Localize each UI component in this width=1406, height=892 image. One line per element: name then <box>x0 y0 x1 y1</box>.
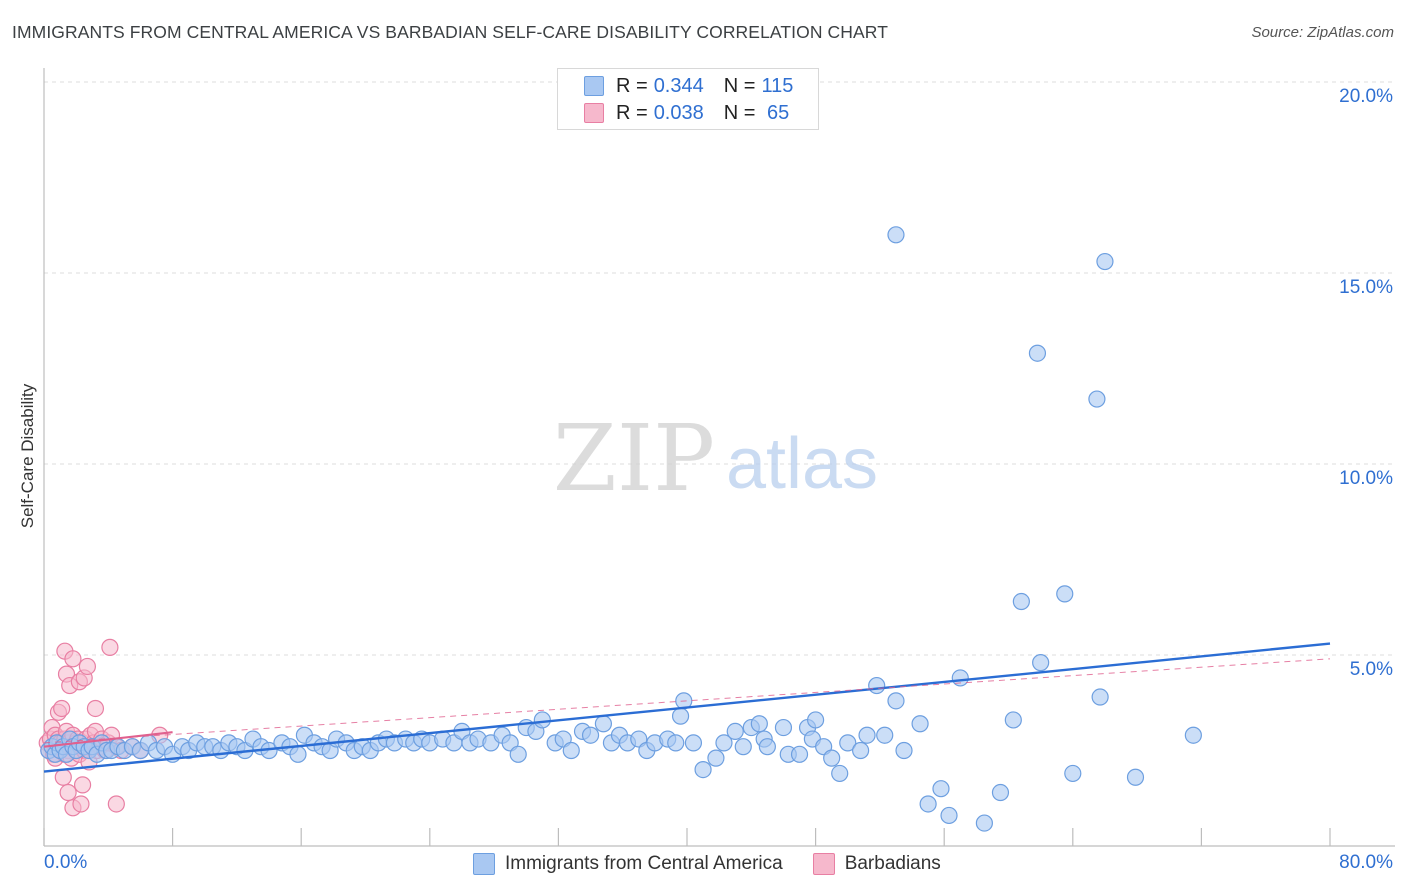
point-central-america <box>975 814 993 832</box>
point-barbadians <box>54 768 72 786</box>
grid-lines <box>44 81 1395 656</box>
point-central-america <box>715 734 733 752</box>
legend-r-label: R = <box>616 101 648 124</box>
chart-source: Source: ZipAtlas.com <box>1251 24 1394 41</box>
point-central-america <box>1012 592 1030 611</box>
point-central-america <box>1091 688 1109 706</box>
y-tick-20: 20.0% <box>1339 86 1393 107</box>
point-central-america <box>562 741 580 760</box>
legend-row-barbadians: R = 0.038 N = 65 <box>584 100 789 126</box>
point-central-america <box>758 738 776 756</box>
point-barbadians <box>73 776 92 794</box>
point-central-america <box>1126 768 1145 786</box>
point-central-america <box>533 711 551 729</box>
series-legend: Immigrants from Central America Barbadia… <box>473 850 971 878</box>
point-central-america <box>887 692 905 710</box>
legend-label-central-america: Immigrants from Central America <box>505 853 783 874</box>
trend-line-barbadians-dashed <box>43 658 1331 744</box>
legend-r-value: 0.038 <box>653 101 704 124</box>
point-central-america <box>684 734 703 752</box>
point-central-america <box>858 726 876 744</box>
point-central-america <box>823 749 841 767</box>
barbadians-points <box>38 638 169 817</box>
point-central-america <box>868 676 886 695</box>
point-central-america <box>831 764 849 783</box>
chart-title: IMMIGRANTS FROM CENTRAL AMERICA VS BARBA… <box>12 22 888 42</box>
trend-lines <box>43 642 1331 773</box>
point-central-america <box>940 806 958 825</box>
point-central-america <box>1056 585 1074 603</box>
legend-item-central-america: Immigrants from Central America <box>473 853 783 875</box>
y-tick-5: 5.0% <box>1349 659 1393 680</box>
legend-swatch-blue <box>473 853 495 875</box>
point-central-america <box>774 718 793 737</box>
trend-line-central-america <box>43 642 1331 773</box>
point-central-america <box>750 715 768 733</box>
point-central-america <box>1032 654 1050 672</box>
point-central-america <box>790 745 809 763</box>
point-barbadians <box>101 638 119 656</box>
legend-n-value: 115 <box>761 74 794 97</box>
point-central-america <box>667 734 685 752</box>
point-central-america <box>991 783 1010 802</box>
point-central-america <box>951 669 969 687</box>
point-central-america <box>581 726 600 744</box>
correlation-legend: R = 0.344 N = 115 R = 0.038 N = 65 <box>557 68 819 130</box>
axes <box>43 68 1395 847</box>
point-central-america <box>852 741 870 760</box>
legend-swatch-blue <box>584 76 604 96</box>
point-central-america <box>911 715 929 733</box>
point-central-america <box>1184 726 1202 744</box>
x-tick-max: 80.0% <box>1339 852 1393 873</box>
point-central-america <box>671 707 690 725</box>
point-central-america <box>594 715 613 733</box>
point-barbadians <box>53 699 71 718</box>
legend-swatch-pink <box>812 853 835 875</box>
point-barbadians <box>107 795 125 813</box>
point-central-america <box>509 745 527 763</box>
point-barbadians <box>64 650 82 668</box>
point-central-america <box>887 226 905 244</box>
point-central-america <box>806 711 825 729</box>
legend-r-value: 0.344 <box>653 74 704 97</box>
point-barbadians <box>86 699 105 718</box>
point-central-america <box>1028 344 1047 362</box>
legend-r-label: R = <box>616 74 648 97</box>
legend-label-barbadians: Barbadians <box>844 853 941 874</box>
point-central-america <box>895 741 913 760</box>
point-central-america <box>1004 711 1022 729</box>
y-tick-15: 15.0% <box>1339 277 1393 298</box>
watermark-zip: ZIP <box>553 405 715 512</box>
legend-swatch-pink <box>584 103 604 123</box>
legend-n-label: N = <box>723 101 756 124</box>
point-central-america <box>1088 390 1106 408</box>
point-central-america <box>289 745 307 763</box>
point-central-america <box>932 780 950 798</box>
trend-line-barbadians <box>43 731 173 748</box>
point-central-america <box>734 738 752 756</box>
point-central-america <box>1064 764 1082 783</box>
point-central-america <box>839 734 857 752</box>
point-barbadians <box>72 795 90 813</box>
legend-n-value: 65 <box>761 101 790 124</box>
watermark-atlas: atlas <box>726 424 878 504</box>
point-central-america <box>919 795 937 813</box>
y-tick-10: 10.0% <box>1339 468 1393 489</box>
point-central-america <box>707 749 725 767</box>
legend-row-central-america: R = 0.344 N = 115 <box>584 73 793 99</box>
central-america-points <box>40 226 1202 832</box>
point-barbadians <box>59 783 77 802</box>
legend-n-label: N = <box>723 74 756 97</box>
point-central-america <box>726 722 744 741</box>
point-central-america <box>876 726 894 744</box>
x-tick-min: 0.0% <box>44 852 88 873</box>
point-barbadians <box>78 657 97 676</box>
point-central-america <box>1096 252 1114 271</box>
point-central-america <box>694 760 712 779</box>
legend-item-barbadians: Barbadians <box>812 853 941 875</box>
